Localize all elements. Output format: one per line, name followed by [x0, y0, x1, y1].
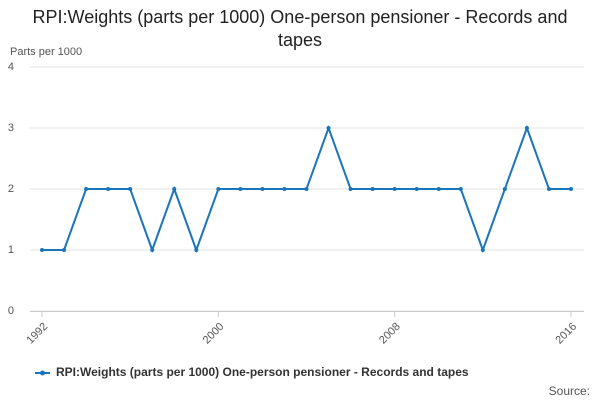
data-point: [260, 187, 265, 191]
y-tick-label: 1: [8, 244, 14, 256]
data-point: [150, 248, 155, 252]
x-tick-label: 1992: [24, 321, 50, 347]
y-axis-label: Parts per 1000: [10, 46, 82, 58]
data-point: [414, 187, 419, 191]
data-point: [40, 248, 44, 252]
legend-swatch-dot: [40, 370, 45, 376]
data-point: [569, 187, 573, 191]
data-point: [392, 187, 397, 191]
x-tick-label: 2000: [201, 321, 227, 347]
legend-label: RPI:Weights (parts per 1000) One-person …: [56, 365, 469, 379]
y-tick-label: 0: [8, 305, 14, 317]
y-tick-label: 3: [8, 122, 14, 134]
data-point: [502, 187, 507, 191]
y-tick-label: 4: [8, 61, 14, 73]
source: Source:: [549, 384, 590, 398]
x-tick-label: 2016: [553, 321, 579, 347]
data-point: [216, 187, 221, 191]
x-tick-label: 2008: [377, 321, 403, 347]
y-tick-label: 2: [8, 183, 14, 195]
data-point: [480, 248, 485, 252]
data-point: [546, 187, 551, 191]
data-point: [370, 187, 375, 191]
data-point: [106, 187, 111, 191]
data-point: [348, 187, 353, 191]
data-point: [458, 187, 463, 191]
data-point: [326, 126, 331, 130]
data-point: [194, 248, 199, 252]
chart-title: RPI:Weights (parts per 1000) One-person …: [32, 7, 568, 50]
data-point: [128, 187, 133, 191]
data-point: [524, 126, 529, 130]
data-point: [172, 187, 177, 191]
data-point: [62, 248, 67, 252]
data-point: [304, 187, 309, 191]
data-point: [84, 187, 89, 191]
data-point: [282, 187, 287, 191]
data-point: [436, 187, 441, 191]
data-point: [238, 187, 243, 191]
